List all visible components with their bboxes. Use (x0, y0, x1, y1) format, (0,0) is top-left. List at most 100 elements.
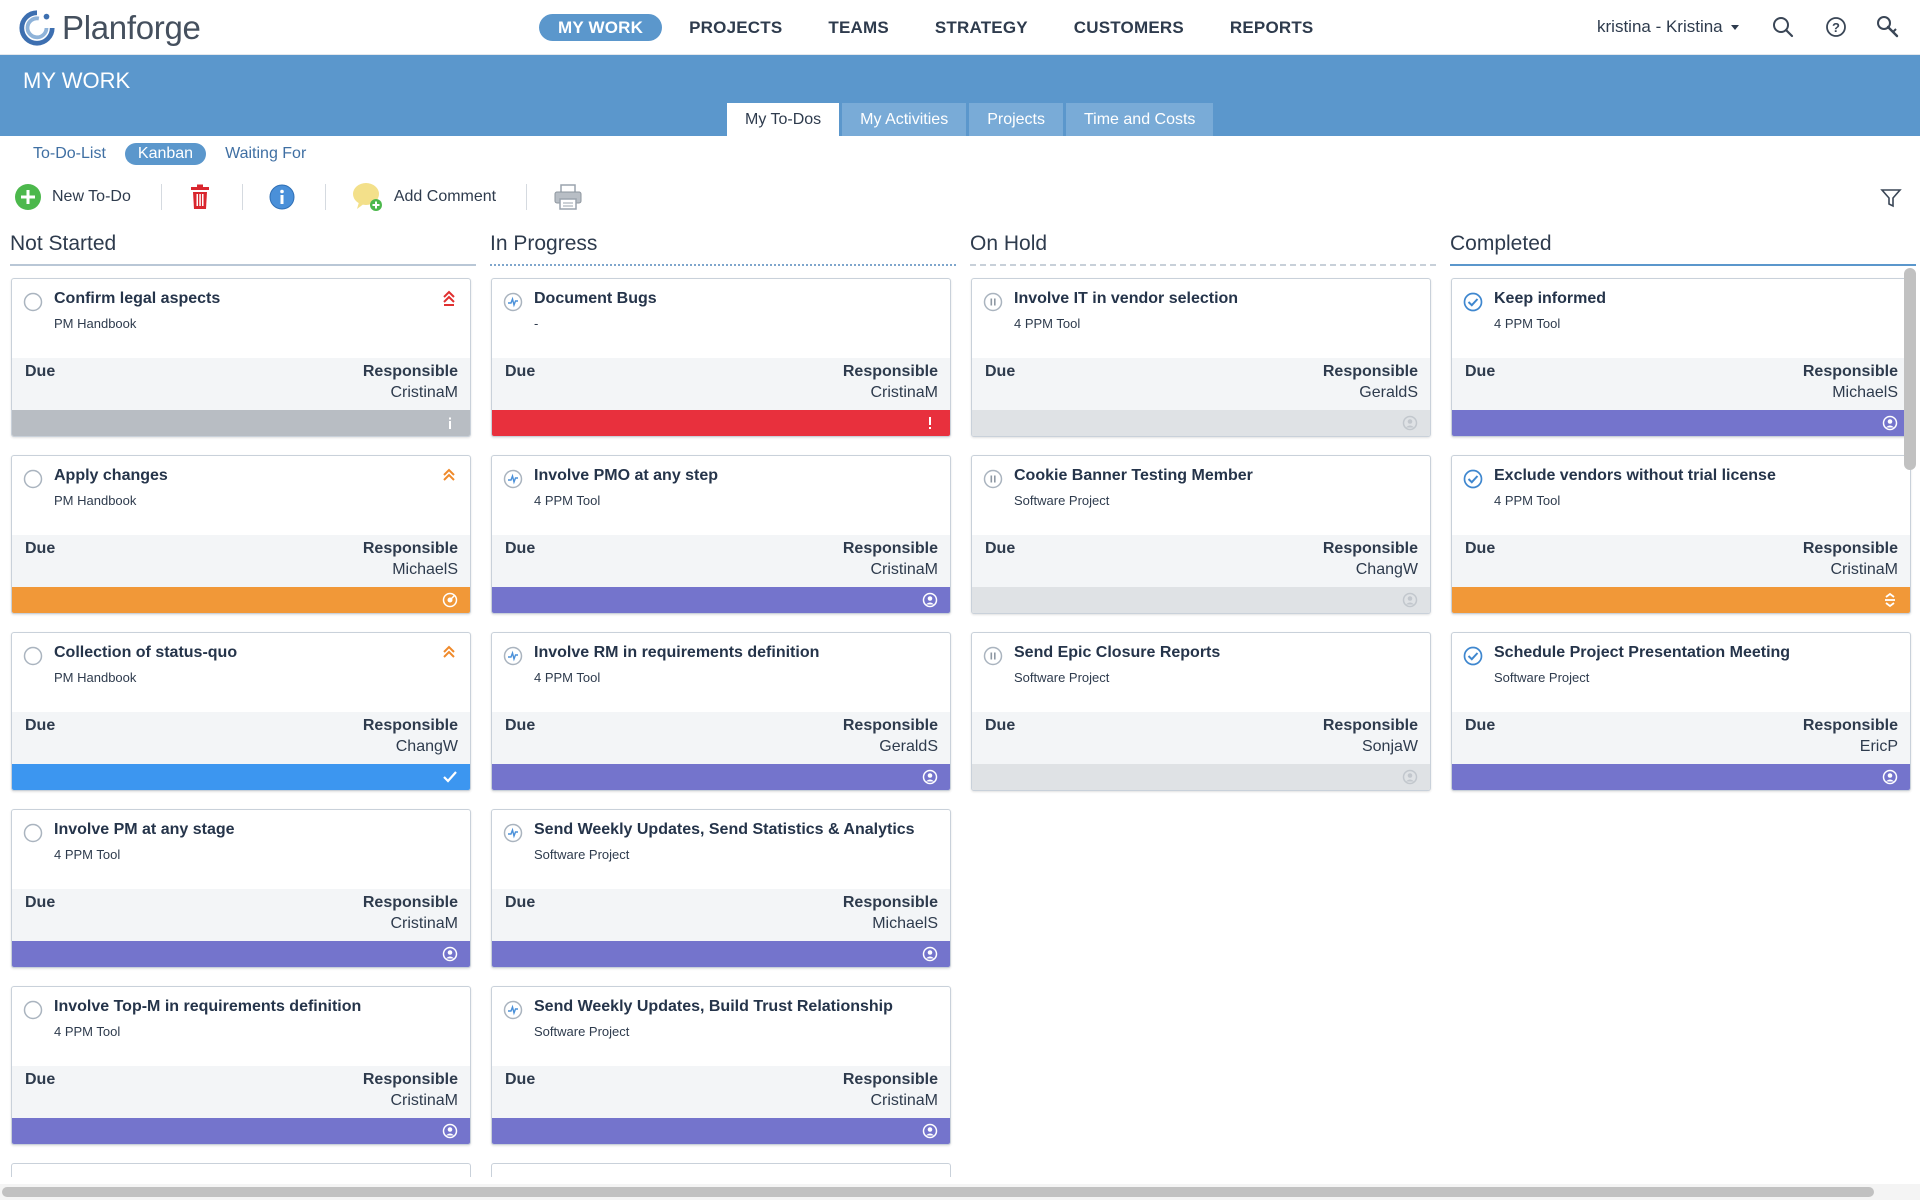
todo-card[interactable]: Schedule Project Presentation Meeting Sof… (1451, 632, 1911, 791)
due-label: Due (505, 540, 536, 557)
tab-my-to-dos[interactable]: My To-Dos (727, 103, 840, 136)
card-header: Keep informed 4 PPM Tool (1452, 279, 1910, 358)
card-header: Involve IT in vendor selection 4 PPM Tool (972, 279, 1430, 358)
todo-card[interactable]: Exclude vendors without trial license 4 P… (1451, 455, 1911, 614)
card-title: Apply changes (54, 467, 168, 484)
todo-card[interactable]: Involve PMO at any step 4 PPM Tool Due Resp… (491, 455, 951, 614)
due-label: Due (985, 363, 1016, 380)
card-project: PM Handbook (54, 316, 137, 331)
print-button[interactable] (553, 183, 597, 211)
tab-projects[interactable]: Projects (969, 103, 1063, 136)
responsible-label: Responsible (842, 540, 938, 557)
check-circle-icon[interactable] (1463, 292, 1483, 312)
todo-card[interactable]: Involve Top-M in requirements definition… (11, 986, 471, 1145)
info-button[interactable] (269, 184, 309, 210)
responsible-label: Responsible (842, 1071, 938, 1088)
nav-projects[interactable]: PROJECTS (689, 18, 783, 37)
user-icon (1402, 769, 1418, 785)
todo-card[interactable]: Send Epic Closure Reports Software Projec… (971, 632, 1431, 791)
tab-time-and-costs[interactable]: Time and Costs (1065, 103, 1214, 136)
todo-card[interactable]: Involve IT in vendor selection 4 PPM Tool… (971, 278, 1431, 437)
todo-card[interactable]: Send Weekly Updates, Build Trust Relatio… (491, 986, 951, 1145)
todo-card[interactable]: Send Weekly Updates, Send Statistics & A… (491, 809, 951, 968)
circle-empty-icon[interactable] (23, 1000, 43, 1020)
in-progress-icon[interactable] (503, 292, 523, 312)
search-icon[interactable] (1770, 14, 1796, 40)
card-project: PM Handbook (54, 493, 137, 508)
nav-strategy[interactable]: STRATEGY (934, 18, 1028, 37)
user-menu[interactable]: kristina - Kristina (1597, 17, 1739, 37)
in-progress-icon[interactable] (503, 823, 523, 843)
card-project: PM Handbook (54, 670, 137, 685)
due-label: Due (25, 363, 56, 380)
check-circle-icon[interactable] (1463, 646, 1483, 666)
circle-empty-icon[interactable] (23, 823, 43, 843)
responsible-value: CristinaM (870, 561, 938, 578)
priority-very-high-icon (442, 290, 456, 306)
comment-add-icon (352, 183, 382, 211)
todo-card[interactable]: Collection of status-quo PM Handbook Due Re… (11, 632, 471, 791)
add-comment-button[interactable]: Add Comment (352, 181, 510, 213)
todo-card[interactable]: Apply changes PM Handbook Due Responsible Mi… (11, 455, 471, 614)
view-to-do-list[interactable]: To-Do-List (33, 145, 106, 162)
responsible-value: ChangW (395, 738, 458, 755)
responsible-value: CristinaM (390, 384, 458, 401)
help-icon[interactable]: ? (1823, 14, 1849, 40)
todo-card-partial[interactable] (11, 1163, 471, 1177)
due-label: Due (505, 894, 536, 911)
check-circle-icon[interactable] (1463, 469, 1483, 489)
card-details: Due Responsible EricP (1452, 712, 1910, 764)
main-nav: MY WORK PROJECTS TEAMS STRATEGY CUSTOMERS REP… (539, 14, 1332, 41)
todo-card[interactable]: Involve PM at any stage 4 PPM Tool Due Resp… (11, 809, 471, 968)
responsible-label: Responsible (362, 363, 458, 380)
view-kanban[interactable]: Kanban (124, 143, 207, 165)
circle-empty-icon[interactable] (23, 469, 43, 489)
horizontal-scrollbar[interactable] (2, 1187, 1874, 1197)
card-details: Due Responsible SonjaW (972, 712, 1430, 764)
user-icon (922, 769, 938, 785)
due-label: Due (505, 717, 536, 734)
new-todo-button[interactable]: New To-Do (14, 183, 145, 211)
card-header: Cookie Banner Testing Member Software Pro… (972, 456, 1430, 535)
pause-icon[interactable] (983, 469, 1003, 489)
app-logo[interactable]: Planforge (18, 8, 201, 48)
todo-card[interactable]: Confirm legal aspects PM Handbook Due Respo… (11, 278, 471, 437)
nav-reports[interactable]: REPORTS (1229, 18, 1314, 37)
key-search-icon[interactable] (1875, 14, 1901, 40)
card-project: Software Project (534, 1024, 630, 1039)
in-progress-icon[interactable] (503, 646, 523, 666)
due-label: Due (1465, 540, 1496, 557)
circle-empty-icon[interactable] (23, 646, 43, 666)
card-title: Send Weekly Updates, Send Statistics & A… (534, 821, 915, 838)
planforge-logo-icon (19, 10, 55, 46)
due-label: Due (505, 1071, 536, 1088)
nav-customers[interactable]: CUSTOMERS (1073, 18, 1184, 37)
responsible-value: GeraldS (879, 738, 938, 755)
in-progress-icon[interactable] (503, 1000, 523, 1020)
in-progress-icon[interactable] (503, 469, 523, 489)
todo-card-partial[interactable] (491, 1163, 951, 1177)
card-title: Send Epic Closure Reports (1014, 644, 1221, 661)
due-label: Due (985, 717, 1016, 734)
todo-card[interactable]: Keep informed 4 PPM Tool Due Responsible Mic… (1451, 278, 1911, 437)
view-waiting-for[interactable]: Waiting For (225, 145, 307, 162)
vertical-scrollbar[interactable] (1904, 268, 1916, 470)
todo-card[interactable]: Cookie Banner Testing Member Software Pro… (971, 455, 1431, 614)
nav-my-work[interactable]: MY WORK (539, 14, 663, 41)
column-title: Not Started (10, 232, 117, 255)
filter-icon[interactable] (1879, 186, 1903, 210)
card-details: Due Responsible CristinaM (492, 358, 950, 410)
delete-button[interactable] (188, 184, 226, 210)
tab-my-activities[interactable]: My Activities (842, 103, 967, 136)
column-on-hold: On Hold Involve IT in vendor selection 4 P… (970, 226, 1436, 809)
circle-empty-icon[interactable] (23, 292, 43, 312)
card-details: Due Responsible GeraldS (972, 358, 1430, 410)
todo-card[interactable]: Involve RM in requirements definition 4 P… (491, 632, 951, 791)
pause-icon[interactable] (983, 646, 1003, 666)
card-header: Send Weekly Updates, Build Trust Relatio… (492, 987, 950, 1066)
todo-card[interactable]: Document Bugs - Due Responsible CristinaM (491, 278, 951, 437)
responsible-value: CristinaM (870, 384, 938, 401)
responsible-label: Responsible (842, 717, 938, 734)
nav-teams[interactable]: TEAMS (828, 18, 889, 37)
pause-icon[interactable] (983, 292, 1003, 312)
